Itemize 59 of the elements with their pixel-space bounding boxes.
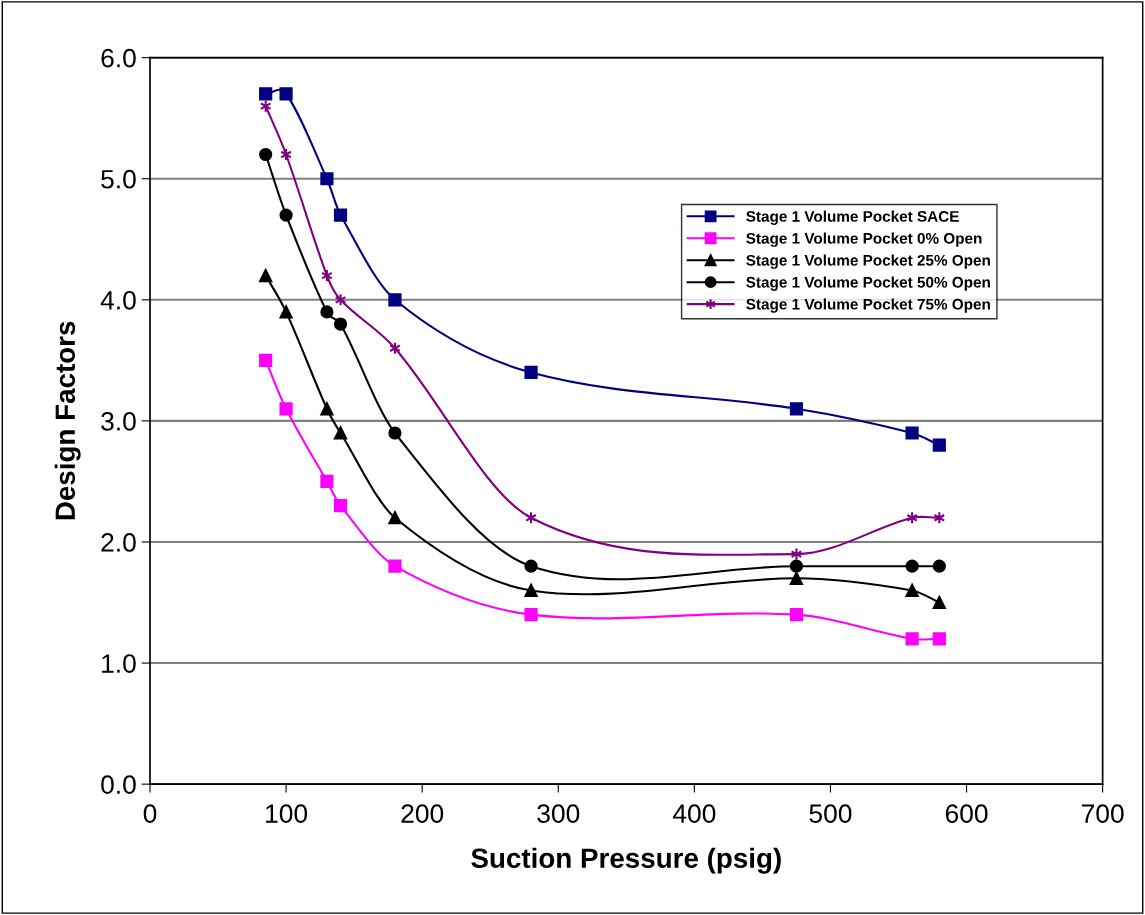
point xyxy=(524,365,538,380)
y-tick-label: 4.0 xyxy=(100,290,136,310)
x-tick-label: 200 xyxy=(401,804,444,823)
point xyxy=(932,559,946,573)
point xyxy=(388,559,402,573)
y-tick-label: 5.0 xyxy=(101,169,136,189)
point xyxy=(334,293,347,307)
x-tick-label: 500 xyxy=(809,804,852,823)
y-tick-label: 1.0 xyxy=(102,654,136,673)
point xyxy=(279,87,293,101)
point xyxy=(320,402,334,416)
point xyxy=(333,426,348,440)
y-tick-label: 0.0 xyxy=(101,775,136,794)
point xyxy=(789,571,804,585)
point xyxy=(333,499,348,513)
point xyxy=(279,208,293,222)
point xyxy=(320,474,334,489)
legend-label: Stage 1 Volume Pocket 0% Open xyxy=(746,232,982,247)
x-tick-label: 300 xyxy=(537,804,580,823)
point xyxy=(279,305,293,319)
point xyxy=(320,172,334,186)
y-tick-label: 2.0 xyxy=(101,533,136,552)
point xyxy=(905,632,919,646)
point xyxy=(333,317,348,331)
point xyxy=(259,269,273,283)
x-tick-label: 600 xyxy=(945,804,988,823)
x-tick-label: 100 xyxy=(266,804,308,823)
point xyxy=(789,608,804,622)
point xyxy=(905,583,919,598)
legend-label: Stage 1 Volume Pocket 25% Open xyxy=(746,254,990,269)
legend-label: Stage 1 Volume Pocket SACE xyxy=(746,210,959,225)
point xyxy=(259,87,273,101)
point xyxy=(388,511,402,525)
point xyxy=(279,402,293,416)
point xyxy=(905,426,919,440)
x-tick-label: 400 xyxy=(672,804,716,823)
y-tick-label: 3.0 xyxy=(101,412,136,431)
legend-label: Stage 1 Volume Pocket 50% Open xyxy=(746,276,990,291)
point xyxy=(905,559,919,573)
y-tick-label: 6.0 xyxy=(101,48,136,68)
point xyxy=(932,595,946,610)
point xyxy=(932,632,946,646)
point xyxy=(320,305,334,319)
point xyxy=(333,208,348,222)
x-tick-label: 0 xyxy=(143,804,157,823)
point xyxy=(789,402,804,416)
point xyxy=(259,147,273,162)
x-tick-label: 700 xyxy=(1081,804,1124,823)
y-axis-title: Design Factors xyxy=(54,321,81,520)
point xyxy=(388,426,402,440)
legend-label: Stage 1 Volume Pocket 75% Open xyxy=(746,298,990,313)
x-axis-title: Suction Pressure (psig) xyxy=(471,847,781,874)
point xyxy=(932,438,946,452)
point xyxy=(524,608,538,622)
point xyxy=(524,559,538,573)
point xyxy=(388,293,402,307)
point xyxy=(789,559,804,573)
point xyxy=(259,353,273,367)
point xyxy=(524,583,538,598)
